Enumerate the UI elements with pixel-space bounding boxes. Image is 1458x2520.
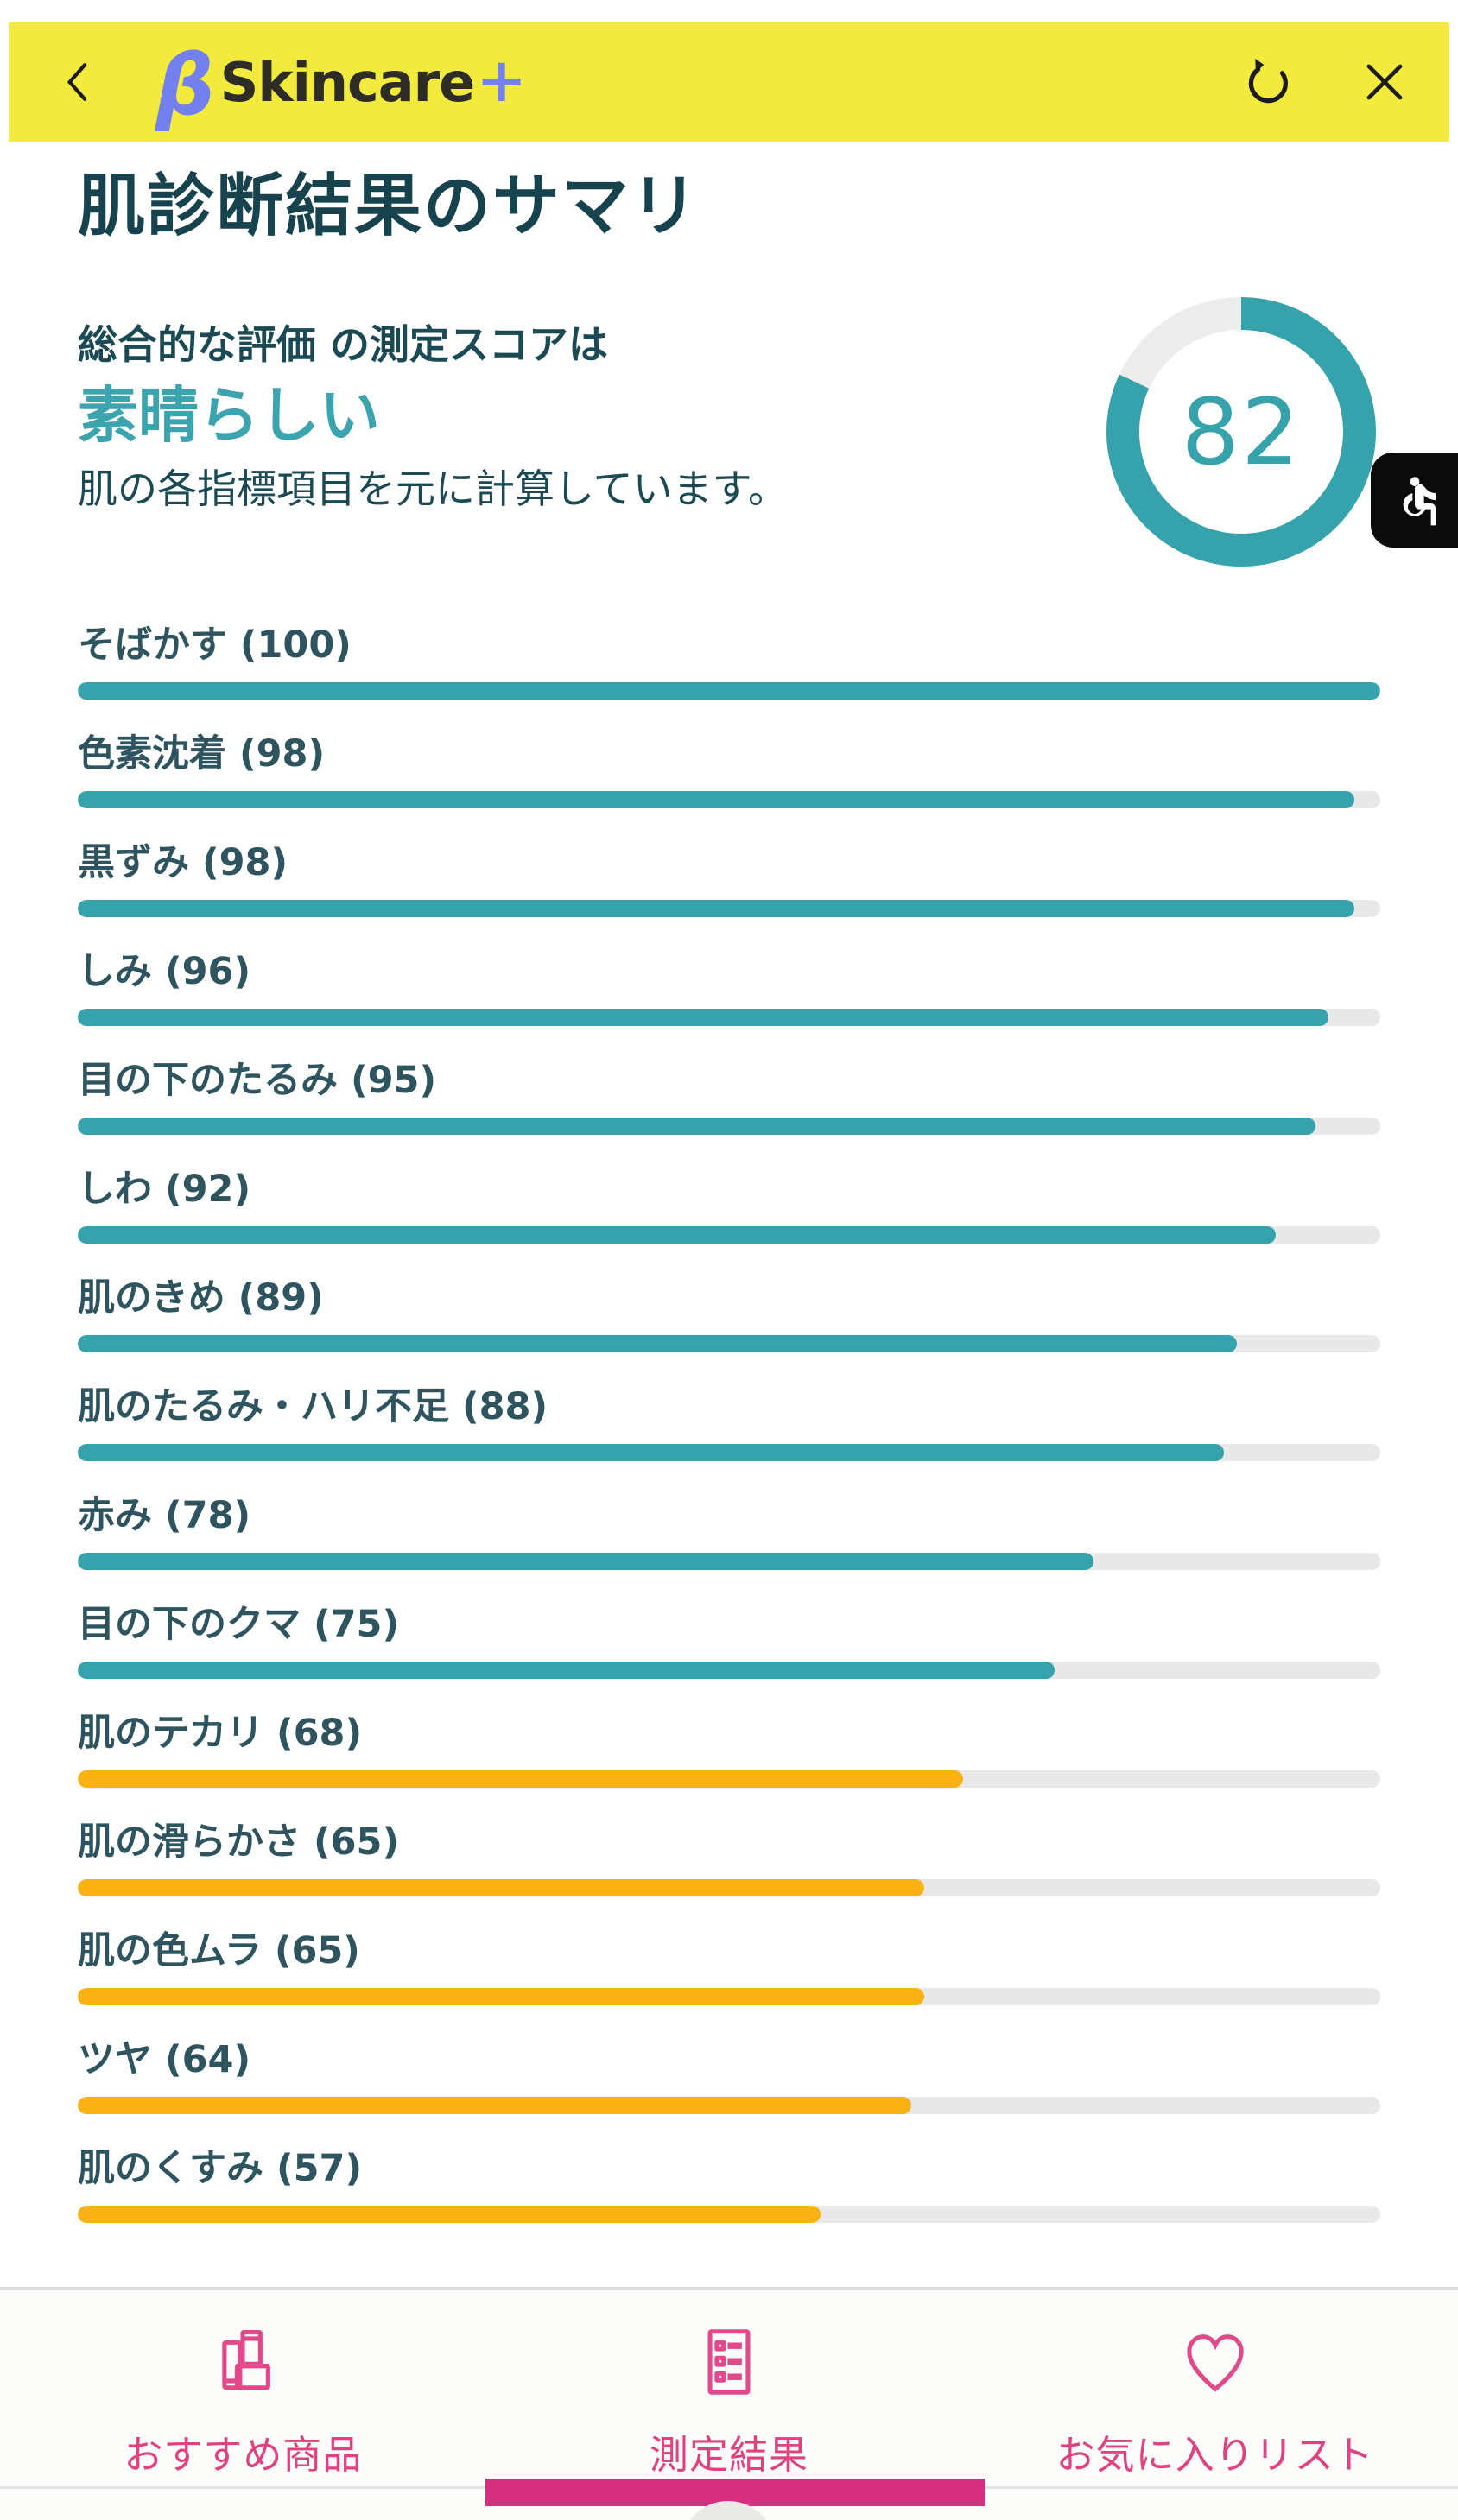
metric-bar-track — [78, 1226, 1380, 1244]
metric-bar-track — [78, 1770, 1380, 1788]
metric-bar-track — [78, 1662, 1380, 1679]
metric-bar-fill — [78, 682, 1380, 700]
metric-label: しみ (96) — [78, 950, 251, 993]
metric-label: 目の下のたるみ (95) — [78, 1059, 437, 1102]
skin-metrics-list: そばかす (100) 色素沈着 (98) 黒ずみ (98) しみ (96) — [78, 624, 1380, 2256]
metric-bar-track — [78, 2097, 1380, 2114]
metric-bar-track — [78, 1444, 1380, 1461]
metric-label: 肌のたるみ・ハリ不足 (88) — [78, 1385, 548, 1428]
metric-label: 肌のくすみ (57) — [78, 2147, 363, 2190]
metric-bar-fill — [78, 1879, 925, 1896]
summary-line1: 総合的な評価 の測定スコアは — [78, 321, 609, 368]
metric-row: 肌のたるみ・ハリ不足 (88) — [78, 1385, 1380, 1461]
metric-bar-track — [78, 1553, 1380, 1570]
metric-row: 目の下のクマ (75) — [78, 1603, 1380, 1679]
heart-icon — [1186, 2334, 1244, 2392]
metric-bar-fill — [78, 2097, 912, 2114]
metric-label: 黒ずみ (98) — [78, 841, 288, 884]
metric-row: 黒ずみ (98) — [78, 841, 1380, 917]
nav-item-label: おすすめ商品 — [124, 2432, 363, 2478]
metric-label: そばかす (100) — [78, 624, 352, 667]
page-title: 肌診断結果のサマリ — [78, 168, 700, 245]
metric-label: 肌のきめ (89) — [78, 1276, 324, 1320]
metric-bar-fill — [78, 1770, 964, 1788]
metric-bar-fill — [78, 1226, 1277, 1244]
metric-bar-fill — [78, 1118, 1315, 1135]
metric-bar-track — [78, 1009, 1380, 1026]
metric-bar-fill — [78, 2206, 821, 2223]
nav-item-label: 測定結果 — [650, 2432, 809, 2478]
metric-bar-fill — [78, 1662, 1055, 1679]
metric-label: 肌の滑らかさ (65) — [78, 1820, 400, 1864]
metric-bar-track — [78, 2206, 1380, 2223]
metric-bar-track — [78, 1879, 1380, 1896]
metric-label: しわ (92) — [78, 1168, 251, 1211]
skincare-plus-logo: β Skincare + — [155, 41, 527, 127]
metric-bar-fill — [78, 1335, 1238, 1352]
logo-beta-glyph: β — [155, 37, 215, 134]
metric-row: 目の下のたるみ (95) — [78, 1059, 1380, 1135]
metric-bar-track — [78, 1118, 1380, 1135]
metric-row: そばかす (100) — [78, 624, 1380, 700]
nav-item-label: お気に入りリスト — [1055, 2432, 1374, 2478]
refresh-icon[interactable] — [1242, 56, 1294, 108]
logo-name-text: Skincare — [219, 50, 475, 114]
overall-summary: 総合的な評価 の測定スコアは 素晴らしい 肌の各指標項目を元に計算しています。 — [78, 318, 1028, 516]
metric-bar-fill — [78, 900, 1354, 917]
metric-bar-track — [78, 1988, 1380, 2005]
summary-line2: 肌の各指標項目を元に計算しています。 — [78, 465, 789, 513]
nav-top-divider — [0, 2287, 1458, 2290]
metric-bar-fill — [78, 791, 1354, 808]
nav-item-active-1[interactable]: 測定結果 — [486, 2290, 973, 2479]
metric-row: 肌のきめ (89) — [78, 1276, 1380, 1352]
logo-plus-glyph: + — [476, 45, 527, 116]
metric-bar-track — [78, 682, 1380, 700]
cosmetics-icon — [222, 2329, 271, 2390]
score-ring-inner: 82 — [1139, 330, 1343, 534]
accessibility-icon — [1403, 477, 1436, 526]
metric-label: ツヤ (64) — [78, 2038, 251, 2081]
metric-row: ツヤ (64) — [78, 2038, 1380, 2114]
metric-row: 色素沈着 (98) — [78, 732, 1380, 808]
metric-row: 赤み (78) — [78, 1494, 1380, 1570]
back-icon[interactable] — [54, 54, 102, 110]
metric-bar-track — [78, 1335, 1380, 1352]
metric-bar-fill — [78, 1988, 925, 2005]
metric-bar-track — [78, 791, 1380, 808]
metric-bar-fill — [78, 1444, 1225, 1461]
summary-rating: 素晴らしい — [78, 380, 380, 452]
metric-row: 肌のテカリ (68) — [78, 1712, 1380, 1788]
metric-label: 色素沈着 (98) — [78, 732, 326, 776]
app-header: β Skincare + — [9, 22, 1449, 142]
metric-label: 赤み (78) — [78, 1494, 251, 1537]
metric-row: しわ (92) — [78, 1168, 1380, 1244]
close-icon[interactable] — [1360, 57, 1410, 107]
metric-row: 肌のくすみ (57) — [78, 2147, 1380, 2223]
nav-item-0[interactable]: おすすめ商品 — [0, 2290, 486, 2479]
metric-label: 目の下のクマ (75) — [78, 1603, 400, 1646]
metric-row: しみ (96) — [78, 950, 1380, 1026]
metric-label: 肌の色ムラ (65) — [78, 1929, 360, 1972]
metric-label: 肌のテカリ (68) — [78, 1712, 363, 1755]
metric-row: 肌の滑らかさ (65) — [78, 1820, 1380, 1896]
metric-row: 肌の色ムラ (65) — [78, 1929, 1380, 2005]
accessibility-widget-button[interactable] — [1371, 453, 1458, 548]
overall-score-ring: 82 — [1106, 297, 1376, 567]
overall-score-value: 82 — [1181, 378, 1302, 485]
nav-item-2[interactable]: お気に入りリスト — [972, 2290, 1458, 2479]
metric-bar-fill — [78, 1009, 1328, 1026]
metric-bar-fill — [78, 1553, 1094, 1570]
results-list-icon — [707, 2329, 751, 2395]
metric-bar-track — [78, 900, 1380, 917]
